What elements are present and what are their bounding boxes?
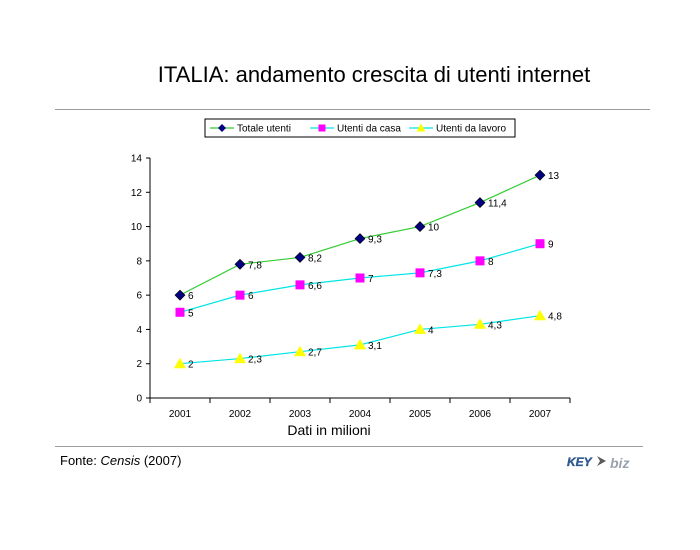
source-name: Censis xyxy=(100,453,141,468)
data-label-1: 11,4 xyxy=(488,199,507,210)
data-point-2 xyxy=(475,256,485,266)
data-point-1 xyxy=(474,197,486,208)
x-tick-label: 2007 xyxy=(529,409,552,420)
keybiz-logo: KEY biz xyxy=(567,455,630,471)
data-label-3: 2 xyxy=(188,360,194,371)
data-label-1: 8,2 xyxy=(308,253,322,264)
data-point-3 xyxy=(354,338,366,350)
data-label-1: 13 xyxy=(548,171,560,182)
data-label-2: 6,6 xyxy=(308,281,322,292)
data-point-1 xyxy=(414,221,426,232)
source-note: Fonte: Censis (2007) xyxy=(60,453,181,468)
data-point-2 xyxy=(175,307,185,317)
data-label-3: 3,1 xyxy=(368,341,382,352)
y-tick-label: 12 xyxy=(131,188,143,199)
y-tick-label: 14 xyxy=(131,154,143,165)
legend-marker-3 xyxy=(416,123,426,132)
x-tick-label: 2001 xyxy=(169,409,192,420)
data-point-1 xyxy=(174,289,186,301)
data-label-2: 8 xyxy=(488,257,494,268)
data-label-2: 5 xyxy=(188,308,194,319)
x-tick-label: 2002 xyxy=(229,409,252,420)
source-year: (2007) xyxy=(140,453,182,468)
data-label-1: 6 xyxy=(188,291,194,302)
source-prefix: Fonte: xyxy=(60,453,101,468)
data-point-3 xyxy=(174,357,186,369)
x-tick-label: 2004 xyxy=(349,409,372,420)
data-label-2: 7 xyxy=(368,274,374,285)
data-label-3: 2,3 xyxy=(248,355,262,366)
data-label-2: 9 xyxy=(548,240,554,251)
data-label-1: 9,3 xyxy=(368,235,382,246)
legend-marker-1 xyxy=(218,124,226,132)
data-point-2 xyxy=(235,290,245,300)
data-point-2 xyxy=(535,239,545,249)
x-axis-title: Dati in milioni xyxy=(287,422,370,438)
data-label-3: 2,7 xyxy=(308,348,322,359)
data-point-3 xyxy=(534,309,546,321)
y-tick-label: 10 xyxy=(131,222,143,233)
data-point-3 xyxy=(474,318,486,329)
data-point-2 xyxy=(295,280,305,290)
data-label-3: 4,3 xyxy=(488,320,502,331)
data-point-2 xyxy=(355,273,365,283)
data-label-1: 7,8 xyxy=(248,260,262,271)
legend-label-1: Totale utenti xyxy=(237,124,291,135)
data-label-3: 4,8 xyxy=(548,312,562,323)
x-tick-label: 2006 xyxy=(469,409,492,420)
legend-label-2: Utenti da casa xyxy=(337,124,401,135)
data-point-1 xyxy=(294,252,306,263)
data-point-2 xyxy=(415,268,425,278)
data-label-1: 10 xyxy=(428,223,440,234)
logo-biz-text: biz xyxy=(610,455,629,471)
legend-label-3: Utenti da lavoro xyxy=(436,124,506,135)
data-point-3 xyxy=(414,323,426,334)
data-point-1 xyxy=(534,169,546,181)
y-tick-label: 6 xyxy=(136,291,142,302)
title-divider xyxy=(55,109,650,110)
data-point-1 xyxy=(354,233,366,244)
data-point-3 xyxy=(294,345,306,357)
slide-title: ITALIA: andamento crescita di utenti int… xyxy=(157,62,591,87)
x-tick-label: 2005 xyxy=(409,409,432,420)
logo-arrow-icon xyxy=(597,456,606,466)
y-tick-label: 0 xyxy=(136,394,142,405)
x-tick-label: 2003 xyxy=(289,409,312,420)
y-tick-label: 4 xyxy=(136,325,142,336)
data-label-2: 7,3 xyxy=(428,269,442,280)
data-point-1 xyxy=(234,258,246,270)
data-label-3: 4 xyxy=(428,325,434,336)
data-label-2: 6 xyxy=(248,291,254,302)
legend-box xyxy=(204,118,516,138)
data-point-3 xyxy=(234,352,246,364)
y-tick-label: 8 xyxy=(136,256,142,267)
legend-marker-2 xyxy=(318,124,326,132)
logo-key-text: KEY xyxy=(567,455,593,469)
y-tick-label: 2 xyxy=(136,359,142,370)
footer-divider xyxy=(55,446,643,447)
